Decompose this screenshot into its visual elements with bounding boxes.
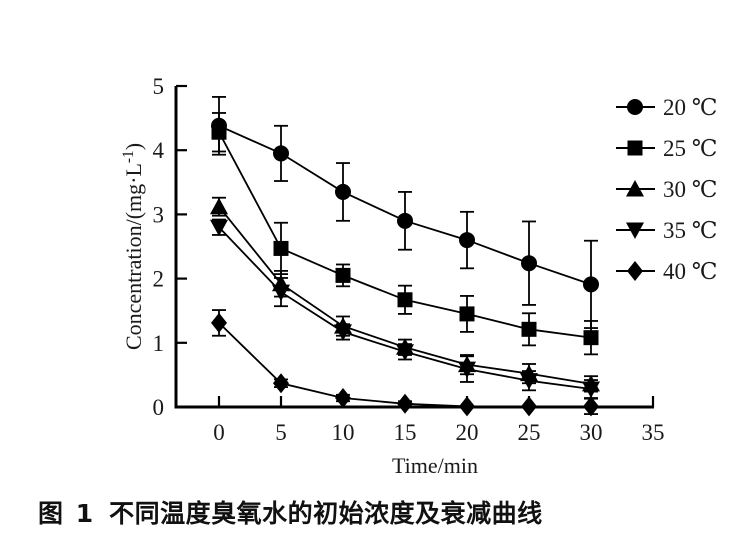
triangle-up-marker	[626, 180, 644, 197]
circle-marker	[583, 276, 599, 293]
circle-marker	[627, 99, 643, 115]
square-marker	[211, 124, 227, 140]
triangle-down-marker	[272, 284, 290, 302]
triangle-down-marker	[458, 361, 476, 379]
x-tick-label: 15	[394, 420, 417, 445]
figure-number: 图 1	[38, 499, 96, 528]
legend-label: 30 ℃	[663, 177, 717, 202]
legend-entry: 20 ℃	[616, 95, 717, 120]
triangle-down-marker	[626, 222, 644, 239]
x-tick-label: 20	[456, 420, 479, 445]
axes: 0 1 2 3 4 5 0 5 10 15 20 25 30 35	[153, 74, 665, 445]
square-marker	[459, 306, 475, 322]
circle-marker	[459, 232, 475, 249]
y-tick-label: 2	[153, 267, 165, 292]
legend-entry: 40 ℃	[616, 259, 717, 284]
square-marker	[397, 292, 413, 308]
diamond-marker	[459, 396, 475, 417]
triangle-down-marker	[520, 373, 538, 390]
x-axis-title: Time/min	[392, 453, 478, 478]
diamond-marker	[335, 388, 351, 409]
series-circle	[211, 96, 599, 329]
legend-entry: 25 ℃	[616, 136, 717, 161]
circle-marker	[335, 183, 351, 200]
y-tick-label: 4	[153, 138, 165, 163]
x-tick-label: 10	[332, 420, 355, 445]
y-tick-label: 3	[153, 202, 165, 227]
y-tick-label: 1	[153, 331, 165, 356]
series-triangle-down	[210, 218, 600, 399]
y-tick-label: 0	[153, 395, 165, 420]
diamond-marker	[211, 312, 227, 333]
figure-caption: 图 1 不同温度臭氧水的初始浓度及衰减曲线	[38, 494, 543, 530]
x-tick-label: 25	[518, 420, 541, 445]
y-tick-label: 5	[153, 74, 165, 99]
diamond-marker	[521, 396, 537, 417]
legend-label: 35 ℃	[663, 218, 717, 243]
triangle-down-marker	[210, 219, 228, 237]
square-marker	[273, 240, 289, 256]
square-marker	[335, 267, 351, 283]
circle-marker	[521, 255, 537, 272]
legend-entry: 35 ℃	[616, 218, 717, 243]
triangle-down-marker	[396, 344, 414, 361]
diamond-marker	[397, 393, 413, 414]
square-marker	[627, 140, 643, 156]
figure-caption-text: 不同温度臭氧水的初始浓度及衰减曲线	[109, 499, 543, 528]
legend: 20 ℃ 25 ℃ 30 ℃ 35 ℃ 40 ℃	[616, 95, 717, 284]
legend-label: 25 ℃	[663, 136, 717, 161]
x-tick-label: 5	[275, 420, 287, 445]
x-tick-label: 0	[213, 420, 225, 445]
series-square	[211, 112, 599, 356]
y-axis-title: Concentration/(mg·L-1)	[120, 143, 147, 350]
legend-entry: 30 ℃	[616, 177, 717, 202]
square-marker	[521, 321, 537, 337]
legend-label: 40 ℃	[663, 259, 717, 284]
circle-marker	[397, 212, 413, 229]
triangle-up-marker	[210, 197, 228, 215]
diamond-marker	[627, 261, 643, 281]
legend-label: 20 ℃	[663, 95, 717, 120]
triangle-down-marker	[582, 381, 600, 399]
diamond-marker	[273, 373, 289, 394]
x-tick-label: 35	[642, 420, 665, 445]
square-marker	[583, 330, 599, 346]
diamond-marker	[583, 396, 599, 417]
triangle-down-marker	[334, 324, 352, 341]
series-diamond	[211, 309, 599, 417]
x-tick-label: 30	[580, 420, 603, 445]
circle-marker	[273, 145, 289, 162]
